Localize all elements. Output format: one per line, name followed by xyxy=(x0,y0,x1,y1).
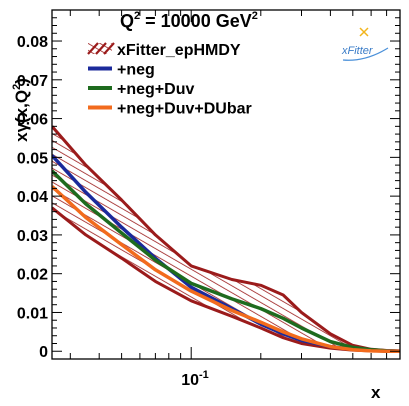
y-tick-label: 0.07 xyxy=(17,73,48,90)
y-axis: 0 0.01 0.02 0.03 0.04 0.05 0.06 0.07 0.08 xyxy=(17,9,400,361)
series-line-3 xyxy=(52,185,400,353)
logo-star-icon xyxy=(359,27,369,37)
x-axis: 10-1 xyxy=(69,10,388,389)
chart-title: Q2 = 10000 GeV2 xyxy=(120,10,258,31)
logo-swoosh-icon xyxy=(342,47,389,61)
x-axis-label: x xyxy=(371,383,381,402)
legend-label: +neg+Duv xyxy=(117,81,194,98)
y-tick-label: 0 xyxy=(39,344,48,361)
band-fill-0 xyxy=(52,126,400,352)
y-axis-label: xγ(x,Q2) xyxy=(11,78,31,142)
legend-label: +neg+Duv+DUbar xyxy=(117,101,252,118)
lines-layer xyxy=(52,154,400,353)
xfitter-logo: xFitter xyxy=(341,27,389,61)
bands-layer xyxy=(52,125,400,353)
legend-label: +neg xyxy=(117,62,155,79)
y-tick-label: 0.08 xyxy=(17,34,48,51)
y-tick-label: 0.01 xyxy=(17,305,48,322)
plot-frame xyxy=(51,9,401,360)
legend: xFitter_epHMDY +neg +neg+Duv +neg+Duv+DUbar xyxy=(87,42,252,118)
legend-label: xFitter_epHMDY xyxy=(117,42,241,59)
y-tick-label: 0.04 xyxy=(17,189,48,206)
y-tick-label: 0.05 xyxy=(17,150,48,167)
y-tick-label: 0.03 xyxy=(17,228,48,245)
legend-hatch-mark xyxy=(87,42,115,55)
y-tick-label: 0.06 xyxy=(17,112,48,129)
x-tick-label: 10-1 xyxy=(181,369,209,389)
logo-text: xFitter xyxy=(341,45,374,57)
y-tick-label: 0.02 xyxy=(17,267,48,284)
